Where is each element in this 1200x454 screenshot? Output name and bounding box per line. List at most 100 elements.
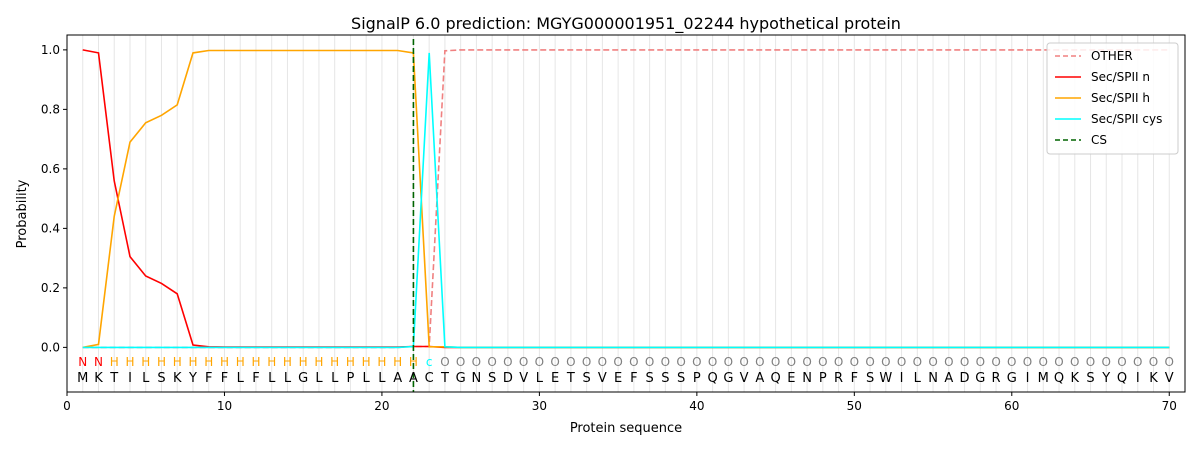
- y-axis-label: Probability: [15, 179, 30, 248]
- region-label: H: [299, 355, 308, 369]
- residue-label: S: [488, 371, 496, 386]
- region-label: H: [393, 355, 402, 369]
- x-axis-label: Protein sequence: [570, 421, 682, 436]
- residue-label: P: [819, 371, 827, 386]
- region-label: O: [1007, 355, 1016, 369]
- residue-label: T: [566, 371, 575, 386]
- region-label: O: [661, 355, 670, 369]
- residue-label: A: [393, 371, 402, 386]
- residue-label: M: [1038, 371, 1049, 386]
- residue-label: N: [472, 371, 482, 386]
- region-label: O: [487, 355, 496, 369]
- residue-label: S: [1086, 371, 1094, 386]
- region-label: O: [582, 355, 591, 369]
- region-label: O: [645, 355, 654, 369]
- region-label: H: [409, 355, 418, 369]
- region-label: O: [802, 355, 811, 369]
- residue-label: G: [723, 371, 733, 386]
- region-label: O: [503, 355, 512, 369]
- residue-label: G: [456, 371, 466, 386]
- residue-label: T: [109, 371, 118, 386]
- region-label: O: [881, 355, 890, 369]
- region-label: O: [613, 355, 622, 369]
- y-tick-label: 0.8: [41, 102, 60, 116]
- legend-label: CS: [1091, 133, 1107, 147]
- region-label: O: [692, 355, 701, 369]
- region-label: O: [1165, 355, 1174, 369]
- region-label: O: [535, 355, 544, 369]
- residue-label: L: [268, 371, 276, 386]
- region-label: O: [550, 355, 559, 369]
- residue-label: F: [630, 371, 637, 386]
- region-label: O: [960, 355, 969, 369]
- series-line-sec-spii-n: [82, 49, 1170, 349]
- y-axis: 0.0 0.2 0.4 0.6 0.8 1.0: [41, 43, 67, 354]
- series-line-sec-spii-cys: [82, 52, 1170, 349]
- residue-label: K: [1149, 371, 1158, 386]
- region-label: O: [976, 355, 985, 369]
- region-label: O: [944, 355, 953, 369]
- residue-label: N: [802, 371, 812, 386]
- region-label: O: [1133, 355, 1142, 369]
- residue-label: I: [1136, 371, 1140, 386]
- residue-label: Q: [707, 371, 717, 386]
- residue-label: K: [1071, 371, 1080, 386]
- residue-label: L: [331, 371, 339, 386]
- plot-frame: [66, 34, 1186, 393]
- region-label: H: [125, 355, 134, 369]
- region-label: O: [1070, 355, 1079, 369]
- region-label: O: [629, 355, 638, 369]
- residue-label: F: [851, 371, 858, 386]
- region-label: H: [362, 355, 371, 369]
- x-tick-label: 10: [217, 399, 232, 413]
- region-label: O: [991, 355, 1000, 369]
- region-label: H: [204, 355, 213, 369]
- region-label: O: [834, 355, 843, 369]
- region-label: H: [330, 355, 339, 369]
- region-label: H: [251, 355, 260, 369]
- region-label: O: [850, 355, 859, 369]
- residue-label: S: [583, 371, 591, 386]
- x-tick-label: 50: [847, 399, 862, 413]
- series-layer: [82, 39, 1170, 392]
- region-label: O: [818, 355, 827, 369]
- region-label: O: [787, 355, 796, 369]
- legend-label: Sec/SPII cys: [1091, 112, 1162, 126]
- region-label: O: [1023, 355, 1032, 369]
- chart-title: SignalP 6.0 prediction: MGYG000001951_02…: [351, 14, 901, 34]
- region-label: O: [897, 355, 906, 369]
- region-label: H: [110, 355, 119, 369]
- region-label: H: [346, 355, 355, 369]
- residue-label: D: [960, 371, 970, 386]
- region-label: O: [1149, 355, 1158, 369]
- region-label: H: [377, 355, 386, 369]
- residue-label: S: [866, 371, 874, 386]
- region-label: O: [724, 355, 733, 369]
- residue-label: F: [252, 371, 259, 386]
- residue-label: G: [1007, 371, 1017, 386]
- region-label: O: [456, 355, 465, 369]
- x-axis: 0 10 20 30 40 50 60 70: [63, 392, 1177, 413]
- residue-label: L: [378, 371, 386, 386]
- y-tick-label: 0.0: [41, 340, 60, 354]
- residue-label: S: [677, 371, 685, 386]
- region-label: O: [928, 355, 937, 369]
- sequence-labels: NMNKHTHIHLHSHKHYHFHFHLHFHLHLHGHLHLHPHLHL…: [77, 355, 1174, 386]
- region-label: O: [913, 355, 922, 369]
- region-label: H: [157, 355, 166, 369]
- series-line-other: [82, 49, 1170, 349]
- legend: OTHER Sec/SPII n Sec/SPII h Sec/SPII cys CS: [1046, 42, 1179, 155]
- residue-label: A: [755, 371, 764, 386]
- residue-label: S: [157, 371, 165, 386]
- residue-label: V: [1165, 371, 1174, 386]
- region-label: O: [771, 355, 780, 369]
- y-tick-label: 0.2: [41, 281, 60, 295]
- residue-label: Q: [1054, 371, 1064, 386]
- region-label: O: [676, 355, 685, 369]
- region-label: N: [78, 355, 87, 369]
- residue-label: T: [440, 371, 449, 386]
- region-label: O: [519, 355, 528, 369]
- residue-label: E: [787, 371, 795, 386]
- region-label: O: [1102, 355, 1111, 369]
